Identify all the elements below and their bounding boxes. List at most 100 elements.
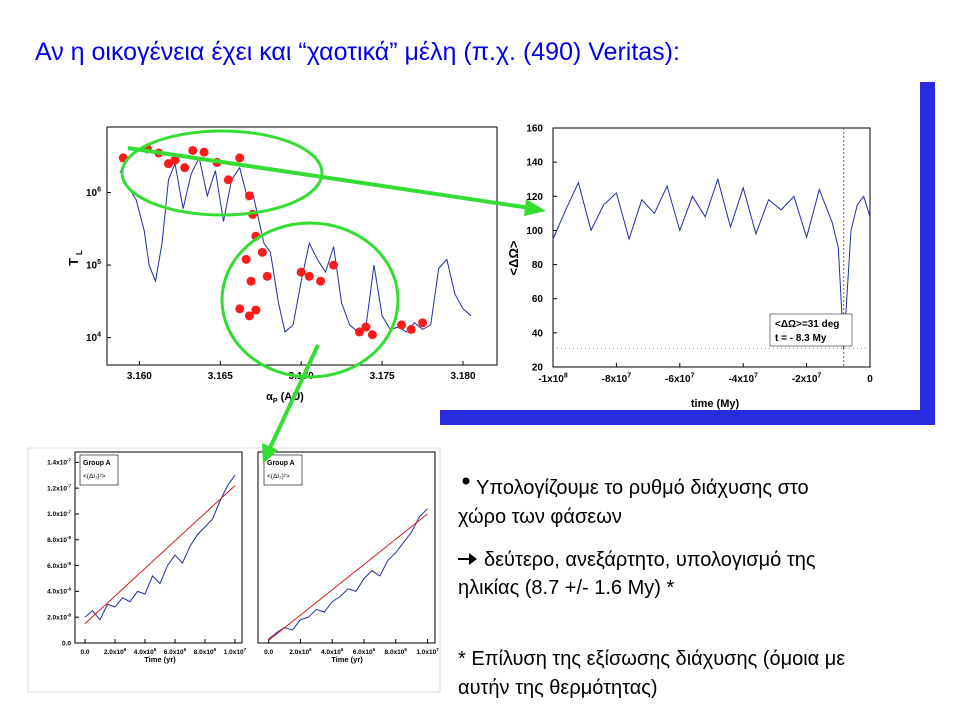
x-tick-label-exponent: 7 <box>436 647 439 652</box>
x-tick-label: 0.0 <box>264 649 273 656</box>
x-tick-label: 0 <box>867 374 873 385</box>
y-tick-label-text: 10 <box>86 333 98 344</box>
annotation-box <box>769 313 853 347</box>
x-tick-label-text: -1x10 <box>538 374 564 385</box>
x-tick-label-text: -2x10 <box>792 374 818 385</box>
y-tick-label: 100 <box>526 226 543 237</box>
data-point <box>235 304 245 314</box>
y-tick-label: 140 <box>526 158 543 169</box>
y-tick-label-text: 8.0x10 <box>47 537 67 544</box>
arrowhead <box>524 199 546 216</box>
y-tick-label-exponent: -8 <box>67 613 72 618</box>
y-tick-label-text: 60 <box>532 294 544 305</box>
x-tick-label: 2.0x106 <box>289 647 312 656</box>
x-tick-label: 3.175 <box>370 371 395 382</box>
y-tick-label-exponent: 5 <box>97 259 101 266</box>
y-tick-label-exponent: 6 <box>97 187 101 194</box>
arrow <box>127 146 531 210</box>
data-point <box>246 276 256 286</box>
data-point <box>361 322 371 332</box>
x-tick-label-exponent: 6 <box>124 647 127 652</box>
y-tick-label: 40 <box>532 328 544 339</box>
sub-bullet-text: ηλικίας (8.7 +/- 1.6 My) * <box>458 577 674 599</box>
data-point <box>397 320 407 330</box>
x-tick-label-text: 0.0 <box>264 649 273 656</box>
data-point <box>223 175 233 185</box>
x-tick-label-exponent: 7 <box>691 373 695 380</box>
y-tick-label-text: 20 <box>532 363 544 374</box>
annotations-overlay <box>120 129 546 464</box>
x-tick-label: 3.160 <box>127 371 152 382</box>
x-tick-label-text: 1.0x10 <box>416 649 436 656</box>
x-tick-label: 8.0x106 <box>385 647 408 656</box>
x-tick-label: 0.0 <box>81 649 90 656</box>
y-tick-label-text: 140 <box>526 158 543 169</box>
x-tick-label-text: 3.160 <box>127 371 152 382</box>
x-tick-label-exponent: 6 <box>341 647 344 652</box>
x-tick-label: -6x107 <box>665 373 695 386</box>
data-point <box>188 145 198 155</box>
x-axis-label-unit: (AU) <box>278 391 305 403</box>
x-tick-label-exponent: 7 <box>817 373 821 380</box>
y-tick-label-text: 6.0x10 <box>47 563 67 570</box>
y-tick-label: 0.0 <box>62 640 71 647</box>
y-tick-label: 120 <box>526 192 543 203</box>
x-tick-label-exponent: 7 <box>627 373 631 380</box>
x-tick-label-text: 6.0x10 <box>353 649 373 656</box>
x-tick-label-exponent: 7 <box>754 373 758 380</box>
y-tick-label-text: 160 <box>526 124 543 135</box>
y-axis-label-text: T <box>66 258 81 266</box>
x-tick-label-exponent: 6 <box>154 647 157 652</box>
data-point <box>251 305 261 315</box>
y-tick-label: 2.0x10-8 <box>47 613 71 622</box>
x-tick-label-text: 8.0x10 <box>385 649 405 656</box>
x-tick-label-text: -6x10 <box>665 374 691 385</box>
data-point <box>180 163 190 173</box>
bullet-text: Υπολογίζουμε το ρυθμό διάχυσης στο <box>476 477 809 499</box>
data-point <box>257 247 267 257</box>
data-line <box>268 513 428 641</box>
x-tick-label-text: -4x10 <box>728 374 754 385</box>
data-point <box>304 271 314 281</box>
data-point <box>244 191 254 201</box>
x-tick-label-text: 1.0x10 <box>224 649 244 656</box>
y-tick-label-exponent: -7 <box>67 458 72 463</box>
footnote: * Επίλυση της εξίσωσης διάχυσης (όμοια μ… <box>458 648 845 670</box>
bullet-text: χώρο των φάσεων <box>458 506 622 528</box>
slide-title: Αν η οικογένεια έχει και “χαοτικά” μέλη … <box>35 38 680 66</box>
y-tick-label-text: 100 <box>526 226 543 237</box>
data-point <box>406 324 416 334</box>
y-tick-label-exponent: -8 <box>67 587 72 592</box>
y-tick-label-text: 120 <box>526 192 543 203</box>
x-axis-label-text: Time (yr) <box>331 655 363 664</box>
arrow <box>268 344 320 449</box>
data-line <box>268 508 428 640</box>
x-tick-label-exponent: 6 <box>404 647 407 652</box>
legend-entry: <(ΔI₁)²> <box>83 473 106 480</box>
arrow-symbol <box>458 553 477 565</box>
x-tick-label-text: 3.175 <box>370 371 395 382</box>
figure-panel <box>27 447 441 693</box>
y-tick-label: 106 <box>86 187 101 200</box>
plot-frame <box>552 127 871 368</box>
data-point <box>199 147 209 157</box>
y-tick-label: 60 <box>532 294 544 305</box>
x-axis-label: time (My) <box>691 398 740 410</box>
x-tick-label-exponent: 6 <box>214 647 217 652</box>
x-tick-label: 3.165 <box>208 371 233 382</box>
highlight-ellipse <box>220 221 400 379</box>
y-tick-label-exponent: -8 <box>67 561 72 566</box>
sub-bullet-text: δεύτερο, ανεξάρτητο, υπολογισμό της <box>484 549 816 571</box>
legend-box <box>263 454 303 486</box>
annotation: t = - 8.3 My <box>775 333 827 344</box>
x-tick-label-text: 2.0x10 <box>104 649 124 656</box>
data-point <box>329 260 339 270</box>
x-axis-label-sub: P <box>273 398 278 405</box>
data-point <box>296 267 306 277</box>
y-tick-label-text: 1.2x10 <box>47 485 67 492</box>
y-tick-label: 160 <box>526 124 543 135</box>
data-line <box>552 177 871 349</box>
y-tick-label-exponent: -7 <box>67 483 72 488</box>
y-tick-label: 1.2x10-7 <box>47 483 71 492</box>
